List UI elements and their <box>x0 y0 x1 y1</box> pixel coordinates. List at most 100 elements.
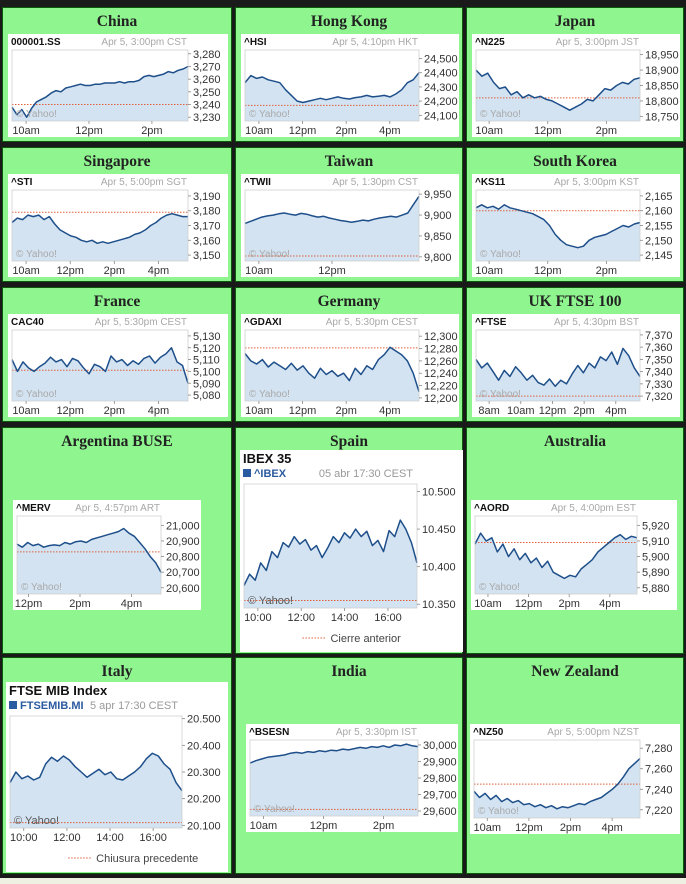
y-tick-label: 20,600 <box>166 583 200 595</box>
plot-border <box>474 515 638 595</box>
y-tick-label: 18,900 <box>645 65 679 77</box>
price-area <box>245 72 419 121</box>
chart-title: IBEX 35 <box>243 451 291 466</box>
chart-singapore[interactable]: ^STI Apr 5, 5:00pm SGT 3,190 3,180 3,170 3,16… <box>8 174 228 277</box>
price-area <box>475 533 637 594</box>
x-tick-label: 10:00 <box>10 832 38 844</box>
legend-label: Cierre anterior <box>330 633 401 645</box>
x-tick-label: 12pm <box>534 125 562 137</box>
chart-svg: ^AORD Apr 5, 4:00pm EST 5,920 5,910 5,900 5,8… <box>474 503 670 610</box>
price-line <box>11 347 189 384</box>
market-name: Argentina BUSE <box>61 433 173 450</box>
y-tick-label: 7,370 <box>645 330 673 342</box>
y-tick-label: 18,750 <box>645 111 679 123</box>
price-area <box>476 348 640 401</box>
x-tick-label: 10am <box>474 822 502 834</box>
price-area <box>476 204 640 261</box>
chart-germany[interactable]: ^GDAXI Apr 5, 5:30pm CEST 12,300 12,280 12,2… <box>241 314 459 417</box>
y-tick-label: 20,800 <box>166 552 200 564</box>
y-tick-label: 7,240 <box>645 784 673 796</box>
x-tick-label: 4pm <box>148 405 169 417</box>
y-tick-label: 29,800 <box>423 773 457 785</box>
chart-title: FTSE MIB Index <box>9 683 108 698</box>
x-tick-label: 12pm <box>56 265 84 277</box>
series-swatch <box>243 469 251 477</box>
x-tick-label: 2pm <box>560 822 581 834</box>
x-tick-label: 10am <box>245 265 273 277</box>
y-tick-label: 18,850 <box>645 81 679 93</box>
price-line <box>475 347 641 388</box>
chart-india[interactable]: ^BSESN Apr 5, 3:30pm IST 30,000 29,900 29,80… <box>246 724 458 832</box>
chart-argentina-buse[interactable]: ^MERV Apr 5, 4:57pm ART 21,000 20,900 20,800… <box>13 500 201 610</box>
chart-france[interactable]: CAC40 Apr 5, 5:30pm CEST 5,130 5,120 5,110 5,… <box>8 314 228 417</box>
chart-symbol: ^BSESN <box>249 727 289 738</box>
chart-uk-ftse-100[interactable]: ^FTSE Apr 5, 4:30pm BST 7,370 7,360 7,350 7,3… <box>472 314 680 417</box>
price-line <box>243 519 418 586</box>
y-tick-label: 12,240 <box>424 368 458 380</box>
y-tick-label: 5,900 <box>642 552 670 564</box>
market-name: India <box>331 663 367 680</box>
market-cell-argentina-buse: Argentina BUSE ^MERV Apr 5, 4:57pm ART 21,0… <box>2 427 232 654</box>
chart-symbol: ^STI <box>11 177 33 188</box>
chart-new-zealand[interactable]: ^NZ50 Apr 5, 5:00pm NZST 7,280 7,260 7,240 7,… <box>470 724 680 834</box>
chart-date: Apr 5, 3:00pm KST <box>554 177 639 188</box>
chart-taiwan[interactable]: ^TWII Apr 5, 1:30pm CST 9,950 9,900 9,850 9,8… <box>241 174 459 277</box>
chart-date: Apr 5, 4:00pm EST <box>551 503 636 514</box>
market-cell-new-zealand: New Zealand ^NZ50 Apr 5, 5:00pm NZST 7,280 7… <box>466 657 684 874</box>
x-tick-label: 12pm <box>515 598 543 610</box>
price-line <box>11 212 188 245</box>
chart-svg: ^KS11 Apr 5, 3:00pm KST 2,165 2,160 2,155 2,1… <box>475 177 673 277</box>
chart-svg: CAC40 Apr 5, 5:30pm CEST5,1305,1205,1105,… <box>11 317 221 417</box>
y-tick-label: 10.500 <box>422 487 456 499</box>
chart-date: 5 apr 17:30 CEST <box>90 700 178 712</box>
chart-spain[interactable]: IBEX 35 ^IBEX 05 abr 17:30 CEST 10.500 10.45… <box>240 450 463 652</box>
x-tick-label: 16:00 <box>139 832 167 844</box>
y-tick-label: 2,145 <box>645 250 673 262</box>
price-area <box>12 347 188 401</box>
chart-svg: ^FTSE Apr 5, 4:30pm BST7,3707,3607,3507,3… <box>475 317 673 417</box>
chart-australia[interactable]: ^AORD Apr 5, 4:00pm EST 5,920 5,910 5,900 5,8… <box>471 500 677 610</box>
market-name: Japan <box>554 13 596 30</box>
y-tick-label: 20.400 <box>187 740 221 752</box>
x-tick-label: 2pm <box>69 598 90 610</box>
y-tick-label: 7,280 <box>645 743 673 755</box>
x-tick-label: 12pm <box>289 125 317 137</box>
chart-south-korea[interactable]: ^KS11 Apr 5, 3:00pm KST 2,165 2,160 2,155 2,1… <box>472 174 680 277</box>
x-tick-label: 12pm <box>289 405 317 417</box>
x-tick-label: 2pm <box>335 125 356 137</box>
x-tick-label: 10:00 <box>244 612 272 624</box>
chart-italy[interactable]: FTSE MIB Index FTSEMIB.MI 5 apr 17:30 CEST… <box>6 682 228 872</box>
chart-china[interactable]: 000001.SS Apr 5, 3:00pm CST 3,280 3,270 3,26… <box>8 34 228 137</box>
legend-label: Chiusura precedente <box>96 853 198 865</box>
chart-date: Apr 5, 5:00pm NZST <box>547 727 639 738</box>
y-tick-label: 10.450 <box>422 524 456 536</box>
yahoo-watermark: © Yahoo! <box>16 389 57 400</box>
yahoo-watermark: © Yahoo! <box>479 582 520 593</box>
chart-svg: ^MERV Apr 5, 4:57pm ART 21,000 20,900 20,800… <box>15 503 200 610</box>
yahoo-watermark: © Yahoo! <box>480 109 521 120</box>
x-tick-label: 2pm <box>141 125 162 137</box>
yahoo-watermark: © Yahoo! <box>248 595 293 607</box>
x-tick-label: 12:00 <box>287 612 315 624</box>
x-tick-label: 2pm <box>373 820 394 832</box>
y-tick-label: 30,000 <box>423 740 457 752</box>
chart-svg: ^GDAXI Apr 5, 5:30pm CEST12,30012,28012,2… <box>244 317 458 417</box>
price-area <box>250 744 418 816</box>
y-tick-label: 2,150 <box>645 235 673 247</box>
x-tick-label: 10am <box>245 125 273 137</box>
market-cell-spain: Spain IBEX 35 ^IBEX 05 abr 17:30 CEST 10.500… <box>235 427 463 654</box>
x-tick-label: 2pm <box>104 405 125 417</box>
plot-border <box>16 515 162 595</box>
yahoo-watermark: © Yahoo! <box>16 249 57 260</box>
chart-hong-kong[interactable]: ^HSI Apr 5, 4:10pm HKT 24,500 24,400 24,300 2… <box>241 34 459 137</box>
chart-date: Apr 5, 5:00pm SGT <box>101 177 187 188</box>
market-cell-singapore: Singapore ^STI Apr 5, 5:00pm SGT 3,190 3,180… <box>2 147 232 282</box>
y-tick-label: 7,330 <box>645 379 673 391</box>
plot-border <box>243 483 418 609</box>
chart-date: Apr 5, 3:00pm CST <box>101 37 187 48</box>
plot-border <box>11 49 189 122</box>
chart-japan[interactable]: ^N225 Apr 5, 3:00pm JST 18,950 18,900 18,850… <box>472 34 680 137</box>
chart-symbol: ^GDAXI <box>244 317 282 328</box>
price-line <box>244 195 420 225</box>
market-cell-india: India ^BSESN Apr 5, 3:30pm IST 30,000 29,900… <box>235 657 463 874</box>
